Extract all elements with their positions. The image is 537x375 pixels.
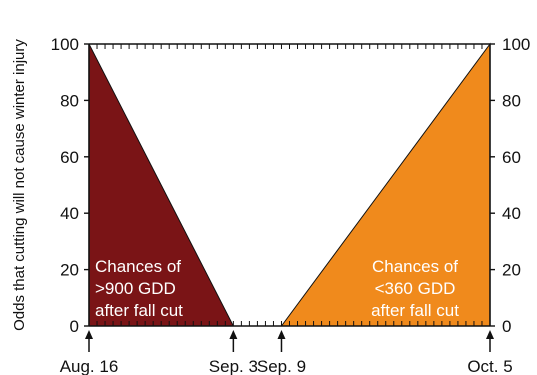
y-tick-label-left: 40 bbox=[60, 204, 79, 223]
x-tick-label: Sep. 9 bbox=[257, 357, 306, 375]
area-label-line: after fall cut bbox=[95, 301, 183, 320]
x-marker-arrowhead bbox=[85, 330, 93, 339]
y-tick-label-left: 60 bbox=[60, 148, 79, 167]
y-tick-label-right: 100 bbox=[502, 35, 530, 54]
x-marker-arrowhead bbox=[277, 330, 286, 339]
y-tick-label-right: 60 bbox=[502, 148, 521, 167]
area-label-line: <360 GDD bbox=[375, 279, 456, 298]
area-label-line: Chances of bbox=[372, 257, 458, 276]
area-labels: Chances of >900 GDD after fall cut Chances … bbox=[95, 257, 459, 320]
y-axis-ticks: 0 0 20 20 40 40 60 60 80 80 100 100 bbox=[51, 35, 531, 336]
y-axis-title: Odds that cutting will not cause winter … bbox=[11, 39, 28, 331]
y-tick-label-left: 0 bbox=[70, 317, 79, 336]
x-marker-arrowhead bbox=[229, 330, 238, 339]
y-tick-label-right: 20 bbox=[502, 261, 521, 280]
area-label-line: >900 GDD bbox=[95, 279, 176, 298]
x-tick-label: Aug. 16 bbox=[60, 357, 119, 375]
minor-ticks bbox=[88, 44, 491, 326]
area-label-line: after fall cut bbox=[371, 301, 459, 320]
y-tick-label-left: 20 bbox=[60, 261, 79, 280]
x-tick-label: Sep. 3 bbox=[209, 357, 258, 375]
x-tick-label: Oct. 5 bbox=[467, 357, 512, 375]
y-tick-label-right: 0 bbox=[502, 317, 511, 336]
y-tick-label-right: 80 bbox=[502, 91, 521, 110]
y-tick-label-right: 40 bbox=[502, 204, 521, 223]
x-marker-arrowhead bbox=[486, 330, 494, 339]
area-label-line: Chances of bbox=[95, 257, 181, 276]
y-tick-label-left: 80 bbox=[60, 91, 79, 110]
y-tick-label-left: 100 bbox=[51, 35, 79, 54]
